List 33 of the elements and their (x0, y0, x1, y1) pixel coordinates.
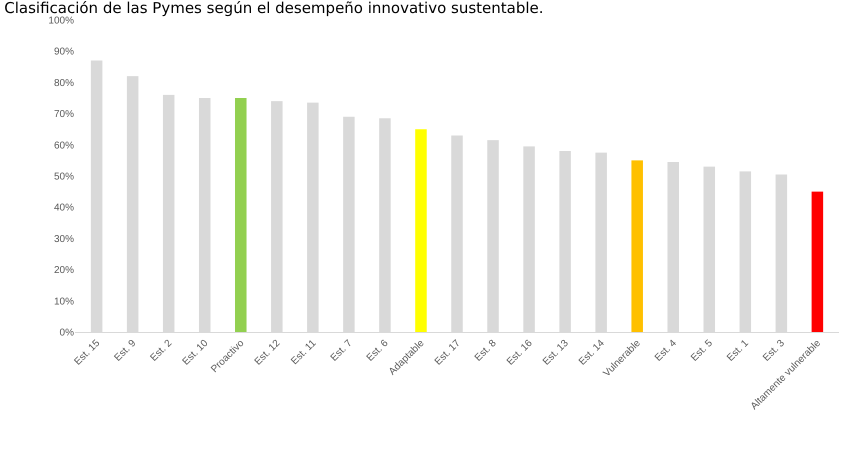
bar (415, 129, 427, 332)
x-tick-label: Est. 1 (725, 338, 752, 364)
y-tick-label: 50% (54, 172, 74, 182)
y-tick-label: 30% (54, 234, 74, 245)
x-tick-label: Est. 7 (328, 338, 355, 364)
x-tick-label: Est. 10 (180, 338, 211, 368)
x-tick-label: Est. 12 (252, 338, 283, 368)
chart-title: Clasificación de las Pymes según el desempeño innovativo sustentable. (4, 0, 544, 17)
x-tick-label: Est. 8 (472, 338, 499, 364)
bar (631, 160, 643, 332)
x-tick-label: Est. 2 (148, 338, 175, 364)
x-tick-label: Est. 4 (653, 338, 680, 364)
x-tick-label: Est. 15 (72, 338, 103, 368)
y-tick-label: 20% (54, 265, 74, 276)
x-tick-label: Est. 13 (540, 338, 572, 368)
x-tick-label: Est. 11 (289, 338, 319, 368)
y-tick-label: 40% (54, 202, 74, 214)
y-tick-label: 100% (48, 16, 74, 26)
x-tick-label: Est. 6 (364, 338, 391, 364)
y-tick-label: 60% (54, 140, 74, 152)
y-tick-label: 70% (54, 109, 74, 120)
bar (235, 98, 247, 332)
x-tick-label: Est. 17 (432, 338, 463, 368)
x-tick-label: Est. 3 (761, 338, 788, 364)
y-tick-label: 10% (54, 296, 74, 308)
x-tick-label: Est. 16 (504, 338, 536, 368)
x-tick-label: Est. 14 (577, 338, 608, 368)
y-tick-label: 80% (54, 78, 74, 89)
x-tick-label: Est. 9 (112, 338, 139, 364)
y-tick-label: 0% (60, 328, 74, 338)
y-tick-label: 90% (54, 46, 74, 58)
x-tick-label: Est. 5 (689, 338, 716, 364)
bar (812, 192, 824, 332)
